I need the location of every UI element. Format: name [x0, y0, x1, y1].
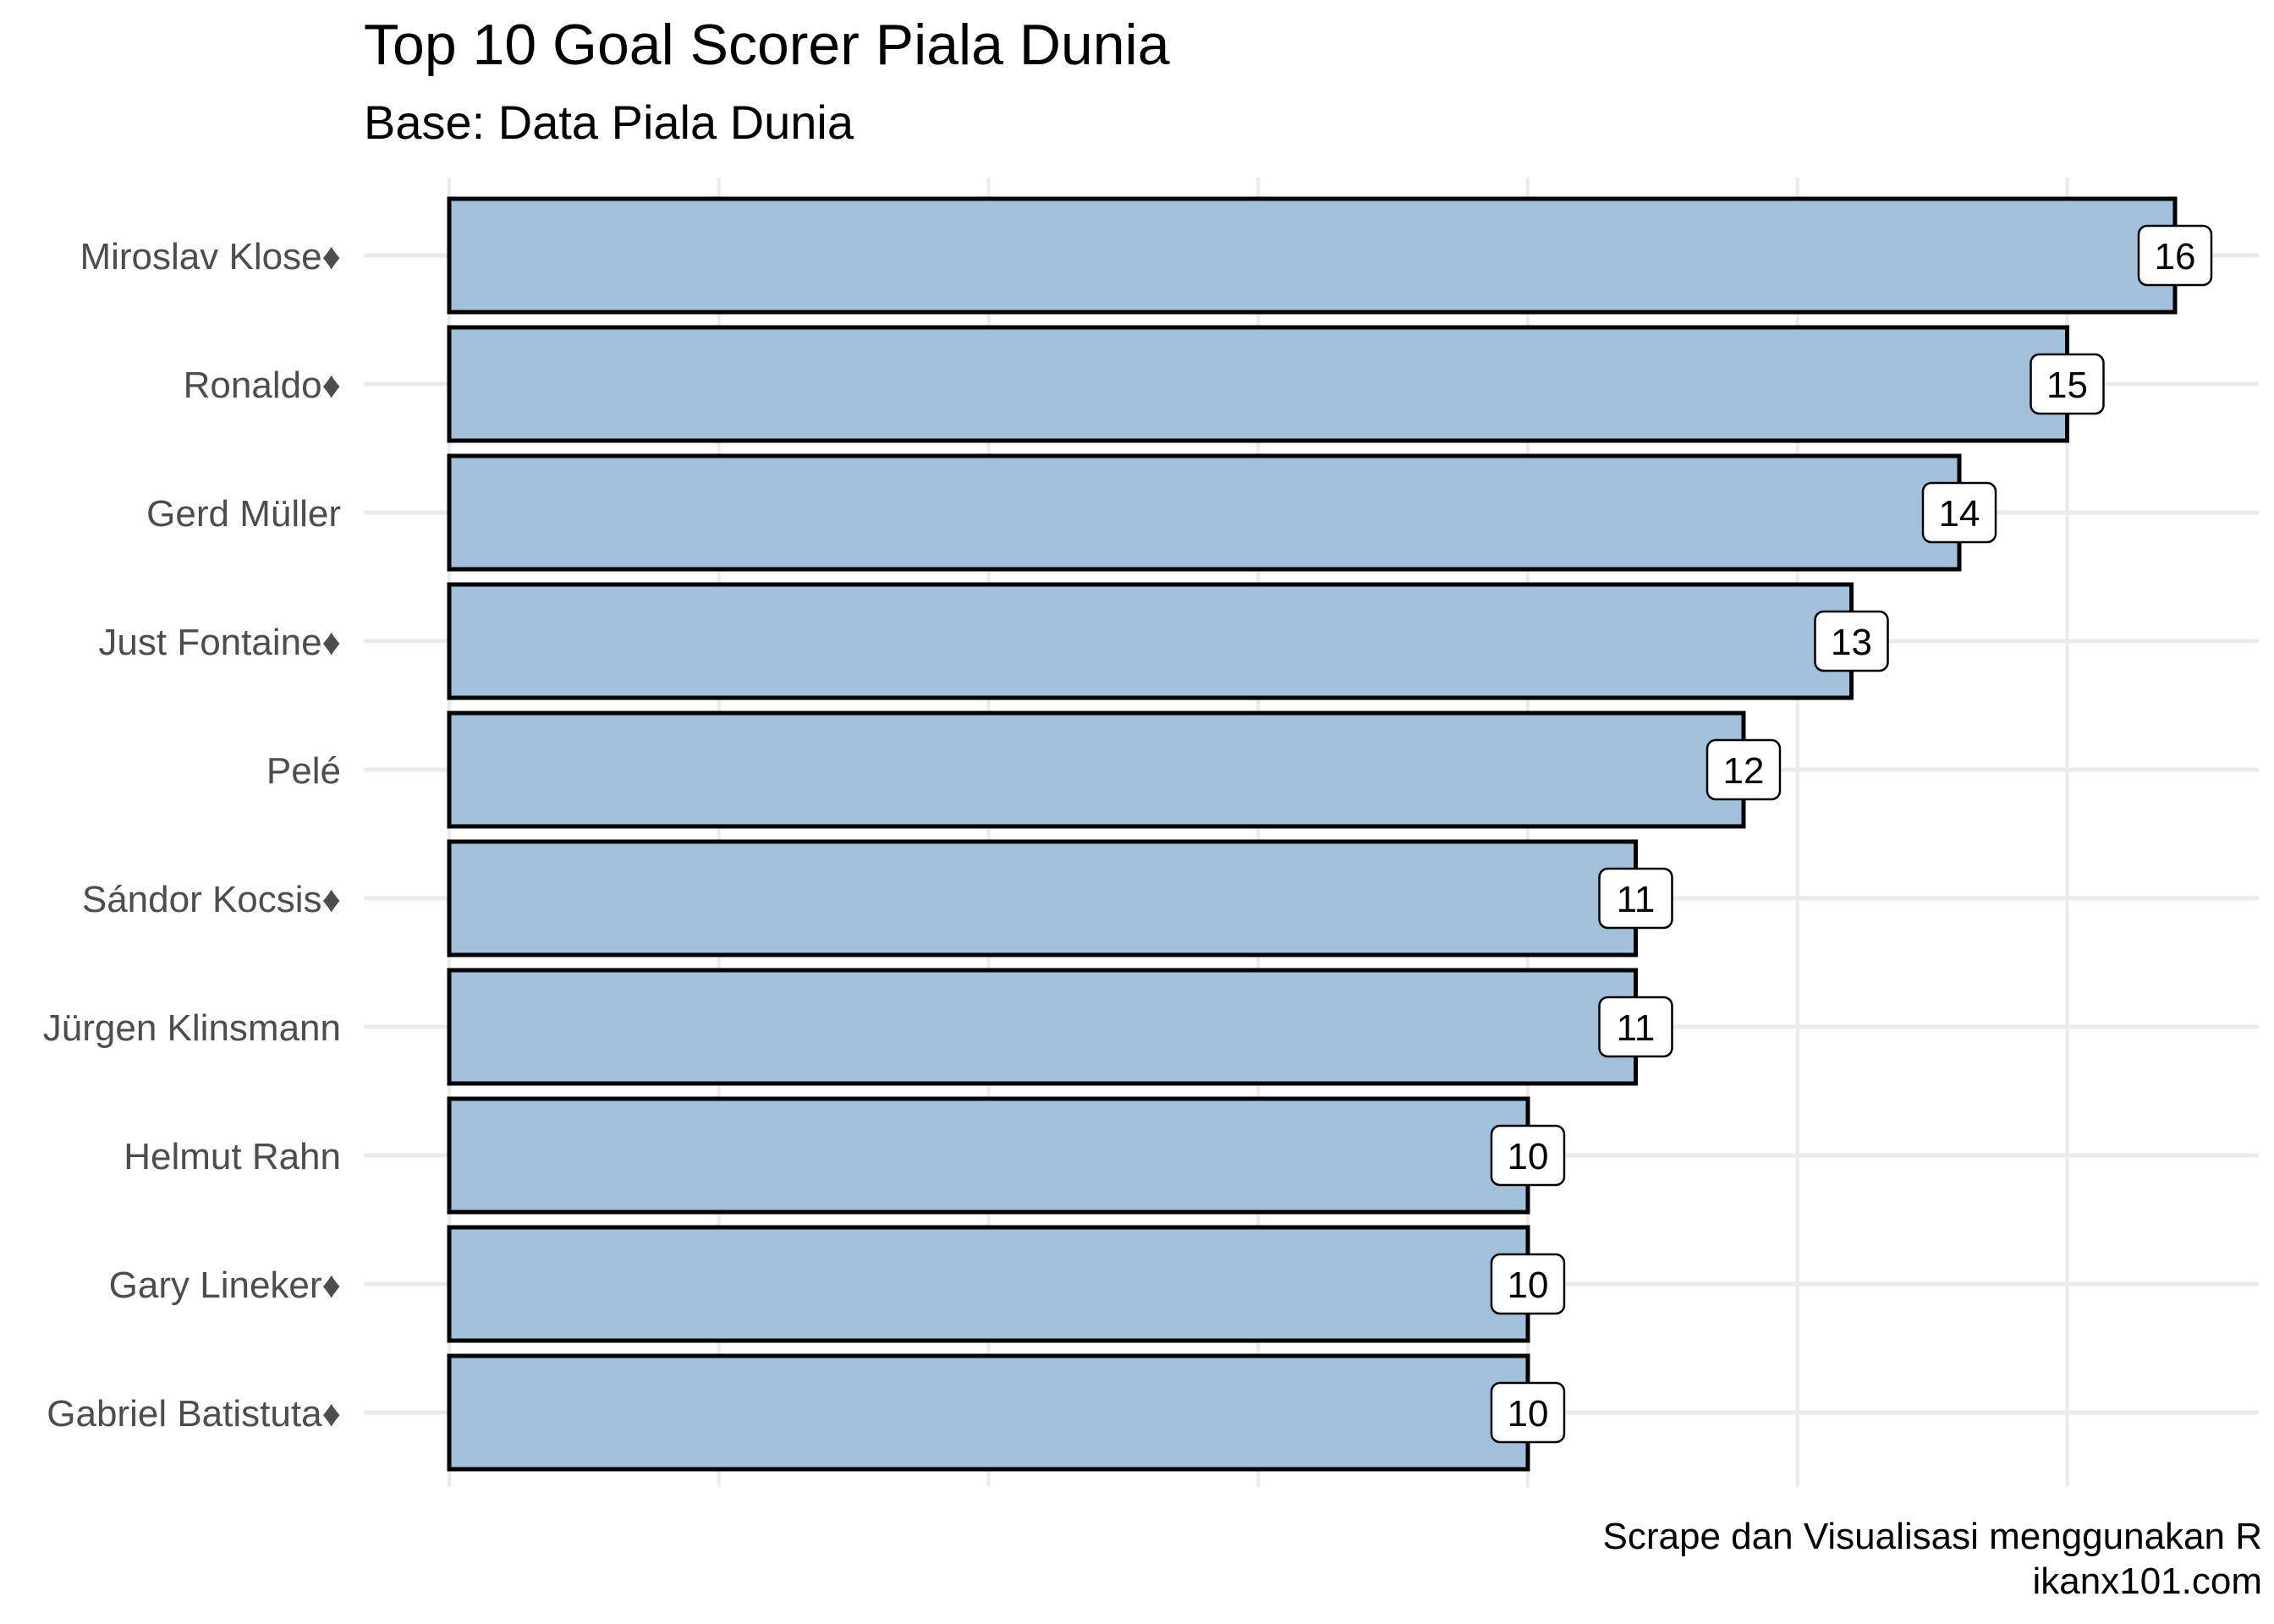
y-tick-label: Gerd Müller — [146, 493, 341, 535]
bar — [447, 325, 2069, 443]
y-tick-label: Gabriel Batistuta♦ — [47, 1393, 341, 1435]
value-label-box — [1598, 867, 1673, 930]
value-label: 12 — [1723, 750, 1765, 792]
value-label: 16 — [2155, 236, 2196, 277]
value-label: 10 — [1508, 1136, 1549, 1177]
bar — [447, 1353, 1530, 1472]
bar — [447, 968, 1638, 1086]
value-label-box — [1490, 1381, 1566, 1444]
value-label: 13 — [1831, 622, 1872, 663]
value-label-box — [1490, 1253, 1566, 1315]
bar — [447, 839, 1638, 957]
value-label-box — [1921, 481, 1997, 544]
bar — [447, 1096, 1530, 1215]
y-tick-label: Sándor Kocsis♦ — [82, 879, 341, 920]
value-labels: 16 15 14 13 12 11 11 10 10 10 — [1490, 224, 2213, 1444]
value-label: 10 — [1508, 1393, 1549, 1435]
bar — [447, 1225, 1530, 1343]
value-label-box — [2137, 224, 2213, 287]
y-tick-label: Pelé — [266, 750, 341, 792]
chart-title: Top 10 Goal Scorer Piala Dunia — [364, 13, 1170, 77]
y-tick-label: Miroslav Klose♦ — [80, 236, 341, 277]
bars — [447, 196, 2178, 1472]
value-label-box — [1814, 610, 1889, 672]
y-tick-label: Jürgen Klinsmann — [43, 1007, 341, 1049]
caption-line-1: Scrape dan Visualisasi menggunakan R — [1602, 1516, 2262, 1557]
chart-subtitle: Base: Data Piala Dunia — [364, 96, 854, 149]
value-label: 11 — [1617, 1007, 1656, 1049]
value-label-box — [2030, 353, 2105, 415]
bar — [447, 453, 1962, 572]
y-axis-labels: Miroslav Klose♦ Ronaldo♦ Gerd Müller Just F… — [43, 236, 341, 1435]
value-label-box — [1490, 1124, 1566, 1187]
bar — [447, 582, 1854, 700]
y-tick-label: Ronaldo♦ — [184, 365, 341, 406]
bar — [447, 196, 2178, 315]
y-tick-label: Helmut Rahn — [124, 1136, 341, 1177]
value-label: 15 — [2046, 365, 2088, 406]
bar — [447, 710, 1746, 829]
y-tick-label: Gary Lineker♦ — [109, 1265, 341, 1306]
caption-line-2: ikanx101.com — [2032, 1561, 2262, 1602]
value-label: 10 — [1508, 1265, 1549, 1306]
value-label-box — [1598, 996, 1673, 1058]
value-label: 14 — [1939, 493, 1980, 535]
value-label-box — [1706, 738, 1782, 801]
value-label: 11 — [1617, 879, 1656, 920]
y-tick-label: Just Fontaine♦ — [98, 622, 341, 663]
